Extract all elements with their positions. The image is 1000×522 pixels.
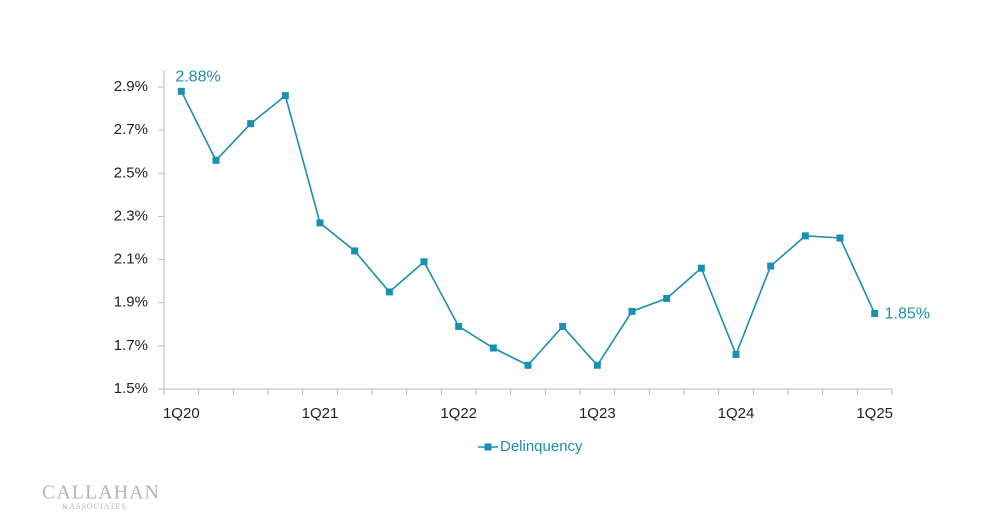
series-line <box>180 90 876 367</box>
point <box>697 264 705 272</box>
point <box>524 361 532 369</box>
y-tick-label: 1.9% <box>114 294 148 311</box>
point <box>281 92 289 100</box>
point <box>871 310 879 317</box>
point <box>663 294 671 302</box>
y-tick-label: 1.7% <box>114 337 148 354</box>
legend-marker <box>484 443 492 451</box>
x-tick-label: 1Q22 <box>440 405 477 422</box>
point <box>801 232 809 240</box>
y-tick-label: 2.3% <box>114 207 148 224</box>
data-label: 1.85% <box>885 306 930 323</box>
point <box>767 262 775 270</box>
y-tick-label: 1.5% <box>114 380 148 397</box>
logo-sub: &ASSOCIATES <box>62 502 127 511</box>
point <box>316 219 324 227</box>
point <box>628 307 636 315</box>
point <box>593 361 601 369</box>
y-tick-label: 2.5% <box>114 164 148 181</box>
point <box>836 234 844 242</box>
y-tick-label: 2.1% <box>114 251 148 268</box>
point <box>351 247 359 255</box>
x-tick-label: 1Q20 <box>163 405 200 422</box>
point <box>177 87 185 95</box>
point <box>489 344 497 352</box>
point <box>455 322 463 330</box>
point <box>212 156 220 164</box>
point <box>247 120 255 128</box>
data-label: 2.88% <box>175 69 220 86</box>
point <box>420 258 428 266</box>
point <box>385 288 393 296</box>
x-tick-label: 1Q25 <box>856 405 893 422</box>
x-tick-label: 1Q23 <box>579 405 616 422</box>
point <box>559 322 567 330</box>
legend-label: Delinquency <box>500 438 583 455</box>
y-tick-label: 2.7% <box>114 121 148 138</box>
x-tick-label: 1Q21 <box>302 405 339 422</box>
logo-name: CALLAHAN <box>42 482 160 504</box>
point <box>732 350 740 358</box>
y-tick-label: 2.9% <box>114 78 148 95</box>
x-tick-label: 1Q24 <box>718 405 755 422</box>
